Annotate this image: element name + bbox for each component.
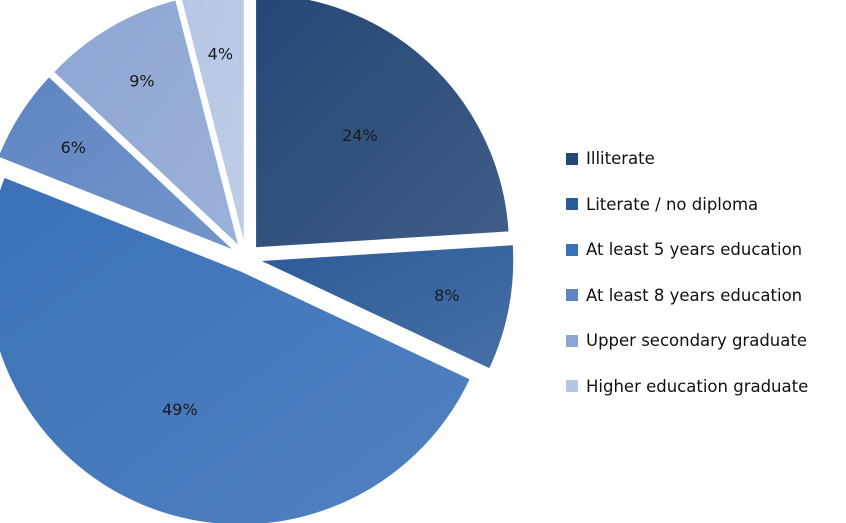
pie-slice-4 — [53, 0, 240, 248]
legend-label: At least 5 years education — [586, 240, 803, 260]
chart-legend: Illiterate Literate / no diploma At least … — [566, 136, 808, 409]
slice-value-label: 4% — [208, 45, 233, 64]
legend-swatch — [566, 334, 578, 347]
pie-value-labels: 24% 8% 49% 6% 9% 4% — [61, 45, 460, 420]
legend-item: Upper secondary graduate — [566, 318, 808, 364]
legend-swatch — [566, 198, 578, 211]
slice-value-label: 6% — [61, 138, 86, 157]
pie-slice-1 — [259, 244, 515, 370]
pie-slice-0 — [255, 0, 510, 249]
pie-slice-5 — [181, 0, 245, 245]
slice-value-label: 49% — [162, 400, 198, 419]
legend-label: Literate / no diploma — [586, 194, 759, 214]
legend-label: Illiterate — [586, 149, 655, 169]
legend-item: Higher education graduate — [566, 364, 808, 410]
slice-value-label: 9% — [129, 71, 154, 90]
pie-slice-3 — [0, 75, 235, 251]
pie-slice-2 — [0, 176, 471, 523]
legend-item: Literate / no diploma — [566, 182, 808, 228]
legend-item: At least 8 years education — [566, 273, 808, 319]
legend-label: At least 8 years education — [586, 285, 803, 305]
slice-value-label: 8% — [434, 286, 459, 305]
slice-value-label: 24% — [342, 126, 378, 145]
legend-item: At least 5 years education — [566, 227, 808, 273]
pie-slices — [0, 0, 515, 523]
legend-item: Illiterate — [566, 136, 808, 182]
legend-swatch — [566, 152, 578, 165]
legend-swatch — [566, 380, 578, 393]
legend-swatch — [566, 289, 578, 302]
legend-label: Higher education graduate — [586, 376, 809, 396]
legend-label: Upper secondary graduate — [586, 331, 807, 351]
legend-swatch — [566, 243, 578, 256]
